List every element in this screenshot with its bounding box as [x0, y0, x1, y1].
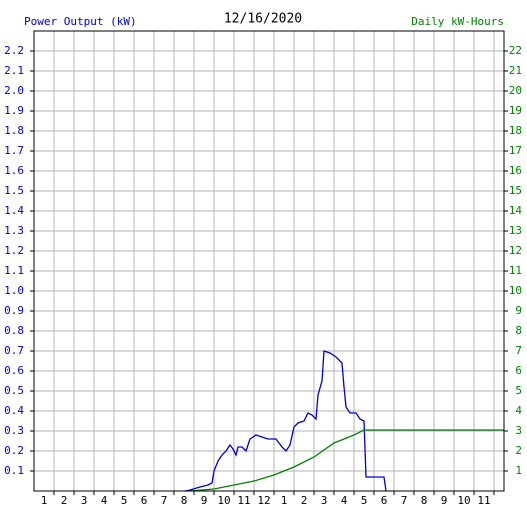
y-tick-label: 1.8 [4, 124, 24, 137]
y2-tick-label: 17 [509, 144, 522, 157]
y2-tick-label: 18 [509, 124, 522, 137]
x-tick-label: 9 [201, 494, 208, 507]
y-tick-label: 1.4 [4, 204, 24, 217]
y2-tick-label: 12 [509, 244, 522, 257]
y-tick-label: 0.6 [4, 364, 24, 377]
y2-tick-label: 10 [509, 284, 522, 297]
y-tick-label: 2.2 [4, 44, 24, 57]
plot-frame [33, 30, 505, 492]
y2-tick-label: 13 [509, 224, 522, 237]
y2-tick-label: 2 [515, 444, 522, 457]
x-tick-label: 1 [281, 494, 288, 507]
x-tick-label: 12 [257, 494, 270, 507]
y-tick-label: 1.6 [4, 164, 24, 177]
x-tick-label: 5 [121, 494, 128, 507]
y-tick-label: 1.7 [4, 144, 24, 157]
y-tick-label: 0.4 [4, 404, 24, 417]
y-tick-label: 0.9 [4, 304, 24, 317]
y2-tick-label: 3 [515, 424, 522, 437]
y-tick-label: 0.5 [4, 384, 24, 397]
y2-tick-label: 1 [515, 464, 522, 477]
y2-tick-label: 11 [509, 264, 522, 277]
y-tick-label: 1.0 [4, 284, 24, 297]
x-tick-label: 3 [321, 494, 328, 507]
y2-tick-label: 6 [515, 364, 522, 377]
plot: 1 2 3 4 5 6 7 8 9 10 11 12 1 2 3 4 5 6 7 8 9 10 110.10.20.30.4… [4, 31, 522, 507]
y-tick-label: 0.1 [4, 464, 24, 477]
x-tick-label: 2 [61, 494, 68, 507]
y2-tick-label: 14 [509, 204, 523, 217]
y2-tick-label: 9 [515, 304, 522, 317]
y2-axis-label: Daily kW-Hours [411, 15, 504, 28]
y-tick-label: 2.1 [4, 64, 24, 77]
y2-tick-label: 19 [509, 104, 522, 117]
y2-tick-label: 5 [515, 384, 522, 397]
x-tick-label: 10 [217, 494, 230, 507]
y-tick-label: 1.1 [4, 264, 24, 277]
x-tick-label: 7 [401, 494, 408, 507]
y2-tick-label: 22 [509, 44, 522, 57]
x-tick-label: 11 [477, 494, 490, 507]
y-tick-label: 0.2 [4, 444, 24, 457]
y-tick-label: 0.8 [4, 324, 24, 337]
y-tick-label: 0.3 [4, 424, 24, 437]
y-tick-label: 2.0 [4, 84, 24, 97]
x-tick-label: 11 [237, 494, 250, 507]
series-line [184, 350, 387, 492]
y2-tick-label: 4 [515, 404, 522, 417]
x-tick-label: 10 [457, 494, 470, 507]
x-tick-label: 4 [341, 494, 348, 507]
y-tick-label: 1.9 [4, 104, 24, 117]
y2-tick-label: 21 [509, 64, 522, 77]
y2-tick-label: 7 [515, 344, 522, 357]
y-axis-label: Power Output (kW) [24, 15, 137, 28]
x-tick-label: 4 [101, 494, 108, 507]
x-tick-label: 2 [301, 494, 308, 507]
x-tick-label: 7 [161, 494, 168, 507]
y-tick-label: 1.3 [4, 224, 24, 237]
x-tick-label: 5 [361, 494, 368, 507]
x-tick-label: 8 [421, 494, 428, 507]
y2-tick-label: 8 [515, 324, 522, 337]
y2-tick-label: 15 [509, 184, 522, 197]
y-tick-label: 0.7 [4, 344, 24, 357]
x-tick-label: 6 [141, 494, 148, 507]
x-tick-label: 8 [181, 494, 188, 507]
series-line [189, 429, 504, 492]
y2-tick-label: 20 [509, 84, 522, 97]
y2-tick-label: 16 [509, 164, 522, 177]
x-tick-label: 6 [381, 494, 388, 507]
x-tick-label: 9 [441, 494, 448, 507]
y-tick-label: 1.2 [4, 244, 24, 257]
y-tick-label: 1.5 [4, 184, 24, 197]
x-tick-label: 1 [41, 494, 48, 507]
x-tick-label: 3 [81, 494, 88, 507]
chart-title: 12/16/2020 [224, 12, 302, 27]
